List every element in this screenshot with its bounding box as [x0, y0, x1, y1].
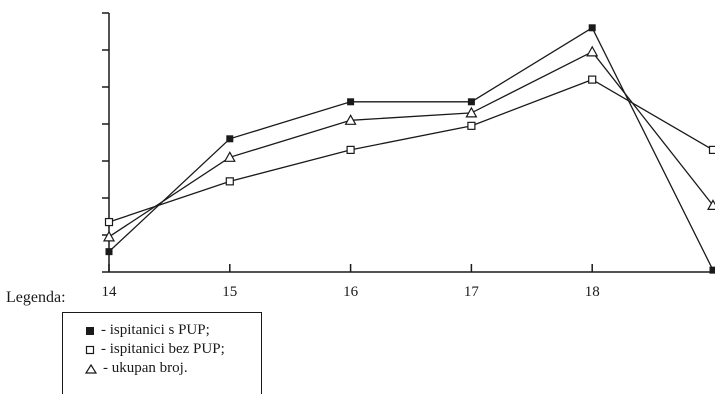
x-tick-label: 18 [585, 284, 600, 300]
x-tick-label: 15 [222, 284, 237, 300]
x-tick-label: 16 [343, 284, 359, 300]
marker-open-square [708, 145, 715, 154]
series-line-3 [108, 51, 714, 238]
x-tick-label: 14 [102, 284, 118, 300]
marker-open-triangle [102, 230, 116, 242]
legend: - ispitanici s PUP; - ispitanici bez PUP… [62, 312, 262, 394]
legend-item-bez-pup: - ispitanici bez PUP; [85, 340, 261, 359]
marker-open-square [346, 145, 355, 154]
marker-filled-square [588, 24, 596, 32]
legend-item-ukupan: - ukupan broj. [85, 359, 261, 378]
series-line-1 [108, 26, 714, 271]
chart-markers [102, 24, 715, 274]
chart-axes [102, 12, 713, 273]
open-triangle-icon [85, 363, 97, 374]
marker-open-triangle [706, 199, 715, 210]
marker-open-square [467, 121, 476, 130]
marker-filled-square [226, 135, 234, 143]
chart-series-lines [108, 26, 714, 271]
marker-open-triangle [223, 151, 236, 162]
open-square-icon [85, 345, 95, 354]
legend-label-bez-pup: - ispitanici bez PUP; [101, 341, 225, 357]
x-tick-label: 17 [464, 284, 480, 300]
marker-open-triangle [465, 106, 478, 118]
marker-filled-square [709, 266, 715, 274]
x-tick-labels: 14 15 16 17 18 [102, 284, 600, 300]
marker-open-square [588, 75, 597, 84]
marker-filled-square [347, 98, 355, 106]
marker-open-square [104, 217, 114, 227]
marker-filled-square [105, 248, 113, 256]
legend-title: Legenda: [6, 289, 66, 306]
marker-filled-square [467, 98, 475, 106]
marker-open-triangle [344, 114, 357, 125]
series-line-2 [108, 78, 714, 223]
legend-label-s-pup: - ispitanici s PUP; [101, 322, 210, 338]
marker-open-square [225, 177, 234, 186]
legend-item-s-pup: - ispitanici s PUP; [85, 321, 261, 340]
marker-open-triangle [586, 45, 599, 57]
filled-square-icon [86, 326, 94, 335]
legend-label-ukupan: - ukupan broj. [103, 360, 188, 376]
